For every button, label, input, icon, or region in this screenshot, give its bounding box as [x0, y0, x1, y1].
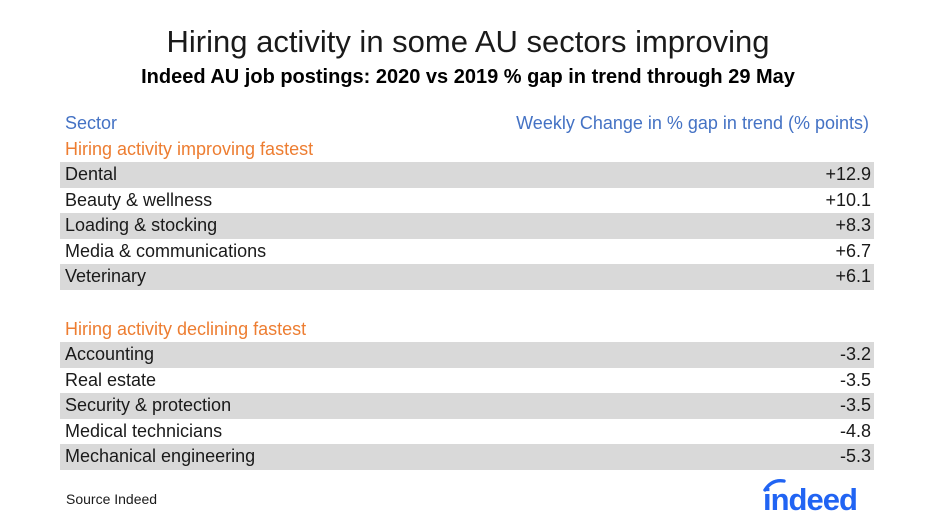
section-label: Hiring activity declining fastest: [65, 318, 307, 339]
sector-name: Medical technicians: [65, 420, 223, 441]
sector-name: Accounting: [65, 343, 155, 364]
table-row: Beauty & wellness +10.1: [60, 188, 874, 214]
sector-name: Loading & stocking: [65, 215, 218, 236]
change-column-header: Weekly Change in % gap in trend (% point…: [516, 113, 869, 133]
sector-name: Dental: [65, 164, 118, 184]
sector-name: Media & communications: [65, 240, 267, 261]
group-spacer: [60, 290, 874, 316]
table-row: Media & communications +6.7: [60, 239, 874, 265]
change-value: +6.7: [835, 240, 871, 261]
table-header: Sector Weekly Change in % gap in trend (…: [60, 110, 874, 136]
change-value: -3.5: [839, 369, 871, 390]
change-value: +10.1: [825, 189, 871, 210]
change-value: -4.8: [839, 420, 871, 441]
table-row: Veterinary +6.1: [60, 264, 874, 290]
table-row: Accounting -3.2: [60, 341, 874, 368]
table-row: Dental +12.9: [60, 162, 874, 188]
sector-name: Mechanical engineering: [65, 446, 256, 467]
indeed-logo: indeed: [763, 479, 858, 516]
indeed-logo-arc-icon: [763, 479, 786, 492]
table-row: Real estate -3.5: [60, 368, 874, 394]
change-value: -5.3: [839, 446, 871, 467]
sector-name: Security & protection: [65, 395, 232, 416]
change-value: +6.1: [835, 266, 871, 287]
table-row: Security & protection -3.5: [60, 393, 874, 419]
change-value: +12.9: [825, 164, 871, 184]
table-row: Medical technicians -4.8: [60, 419, 874, 445]
change-value: -3.5: [839, 395, 871, 416]
sector-column-header: Sector: [65, 113, 118, 133]
sector-table: Sector Weekly Change in % gap in trend (…: [60, 110, 874, 470]
sector-name: Beauty & wellness: [65, 189, 213, 210]
change-value: -3.2: [839, 343, 871, 364]
indeed-logo-text: indeed: [763, 482, 857, 516]
table-row: Loading & stocking +8.3: [60, 213, 874, 239]
table-row: Mechanical engineering -5.3: [60, 444, 874, 470]
chart-subtitle: Indeed AU job postings: 2020 vs 2019 % g…: [141, 66, 795, 88]
section-label: Hiring activity improving fastest: [65, 139, 314, 159]
sector-name: Real estate: [65, 369, 157, 390]
sector-name: Veterinary: [65, 266, 147, 287]
table-body: Hiring activity improving fastest Dental +…: [60, 136, 874, 470]
chart-title: Hiring activity in some AU sectors impro…: [166, 24, 770, 59]
change-value: +8.3: [835, 215, 871, 236]
source-note: Source Indeed: [66, 491, 158, 507]
